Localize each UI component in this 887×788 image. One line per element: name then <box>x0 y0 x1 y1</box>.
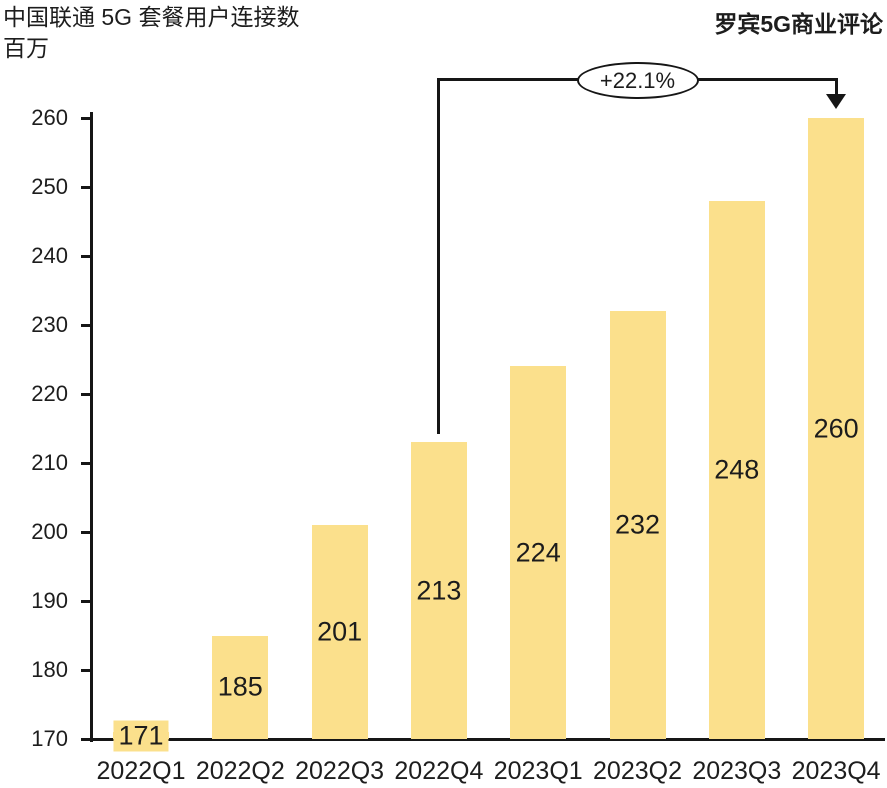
annotation-line-left <box>437 78 441 435</box>
y-tick <box>81 737 90 741</box>
x-tick-label: 2023Q4 <box>791 757 881 785</box>
y-tick-label: 250 <box>31 174 68 199</box>
x-tick-label: 2022Q4 <box>394 757 484 785</box>
x-tick-label: 2022Q3 <box>295 757 385 785</box>
y-tick-label: 220 <box>31 381 68 406</box>
y-tick-label: 180 <box>31 657 68 682</box>
bar-value-label: 224 <box>510 537 566 569</box>
bar-value-label: 171 <box>113 720 169 752</box>
source-label: 罗宾5G商业评论 <box>714 11 883 37</box>
bar-value-label: 232 <box>609 509 666 541</box>
y-tick-label: 210 <box>31 450 68 475</box>
x-tick-label: 2022Q1 <box>96 757 186 785</box>
annotation-down-arrow-icon <box>826 94 847 109</box>
bar-value-label: 248 <box>709 454 765 486</box>
chart-header: 中国联通 5G 套餐用户连接数 百万 <box>3 2 299 64</box>
growth-label: +22.1% <box>599 67 676 93</box>
y-tick <box>81 254 90 258</box>
y-tick-label: 170 <box>31 726 68 751</box>
y-tick-label: 200 <box>31 519 68 544</box>
annotation-line-right <box>834 78 838 95</box>
x-tick-label: 2023Q3 <box>692 757 782 785</box>
y-tick <box>81 185 90 189</box>
growth-badge: +22.1% <box>576 62 699 99</box>
y-tick-label: 230 <box>31 312 68 337</box>
y-tick <box>81 116 90 120</box>
x-tick-label: 2023Q1 <box>493 757 583 785</box>
y-tick <box>81 323 90 327</box>
bar-value-label: 213 <box>411 575 467 607</box>
y-tick <box>81 530 90 534</box>
chart-unit-label: 百万 <box>3 35 49 61</box>
bar-value-label: 185 <box>212 671 268 703</box>
y-tick-label: 260 <box>31 105 68 130</box>
y-tick <box>81 461 90 465</box>
y-tick <box>81 668 90 672</box>
y-axis-line <box>90 112 93 742</box>
chart-title: 中国联通 5G 套餐用户连接数 <box>3 4 300 30</box>
bar-value-label: 201 <box>312 616 368 648</box>
y-tick-label: 190 <box>31 588 68 613</box>
y-tick-label: 240 <box>31 243 68 268</box>
x-tick-label: 2023Q2 <box>593 757 682 785</box>
y-tick <box>81 392 90 396</box>
bar-value-label: 260 <box>808 413 864 444</box>
x-tick-label: 2022Q2 <box>195 757 285 785</box>
x-axis-line <box>86 738 885 741</box>
y-tick <box>81 599 90 603</box>
